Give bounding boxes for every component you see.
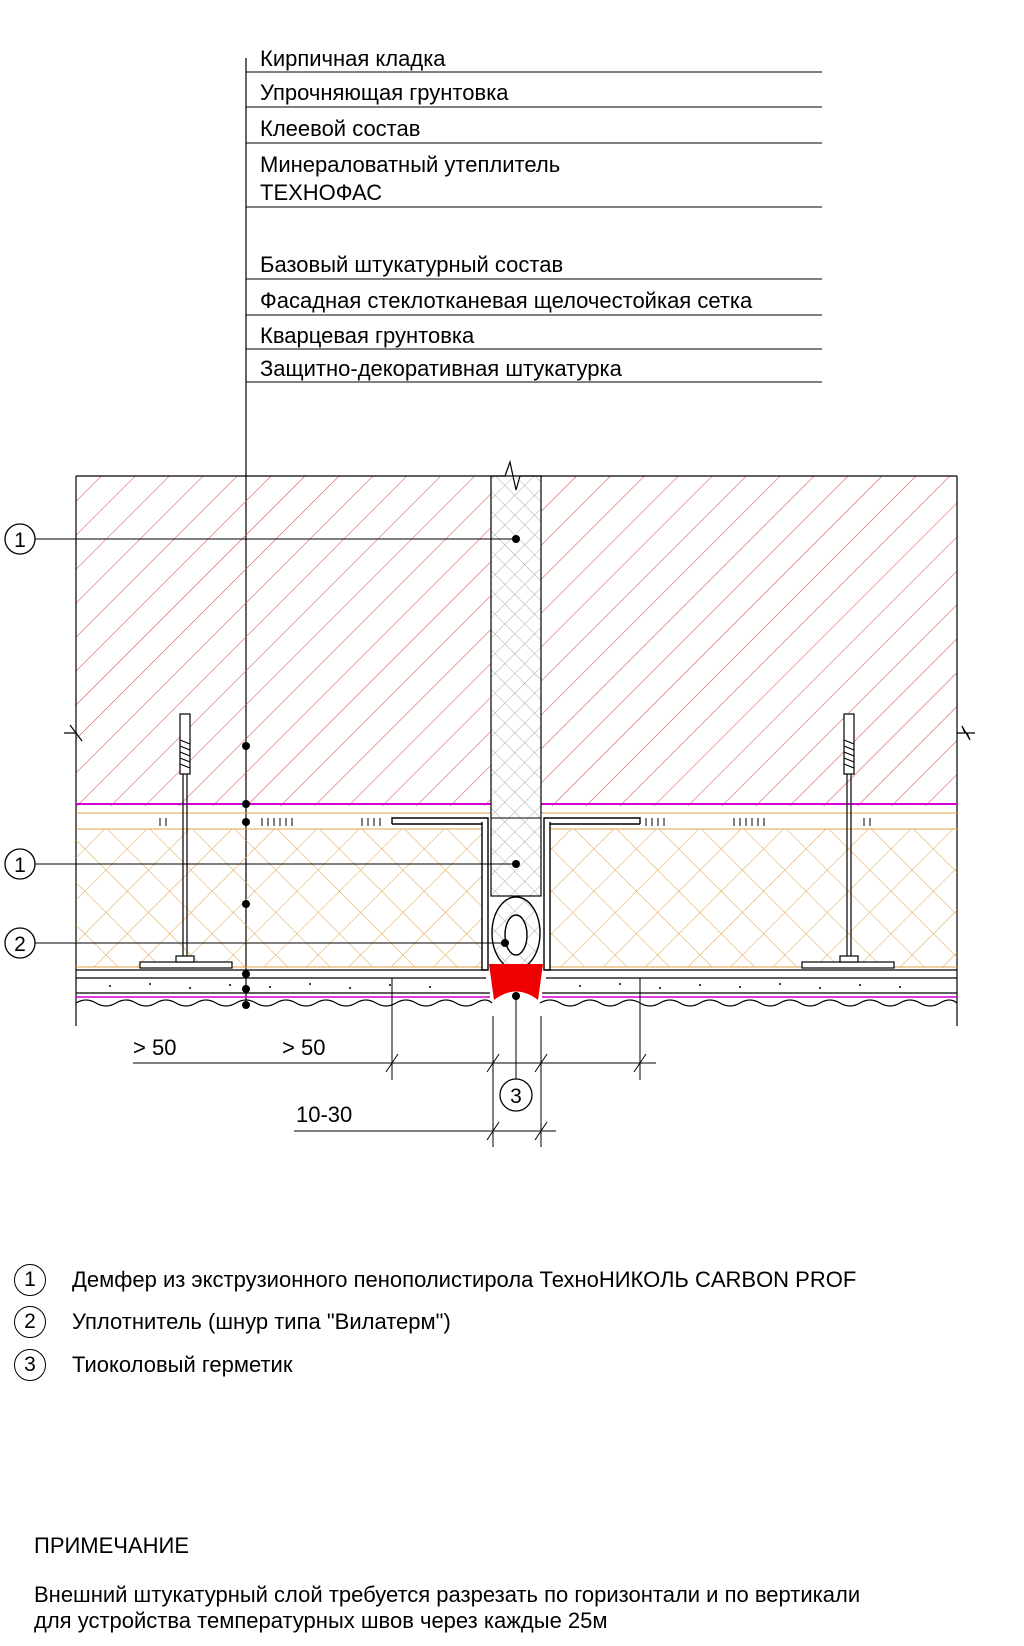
thiokol-sealant bbox=[489, 964, 543, 1000]
layer-label-technofas: ТЕХНОФАС bbox=[260, 180, 382, 205]
layer-underlines bbox=[246, 71, 822, 383]
callout-3 bbox=[499, 992, 533, 1112]
layer-label-mineral-wool: Минераловатный утеплитель bbox=[260, 152, 560, 177]
brick-masonry bbox=[75, 475, 958, 1026]
plaster-layers bbox=[75, 969, 958, 1007]
plaster-texture-dots bbox=[109, 983, 901, 989]
corner-profiles bbox=[391, 817, 641, 971]
dowel-left bbox=[139, 713, 233, 969]
layer-label-adhesive: Клеевой состав bbox=[260, 116, 420, 141]
layer-label-brick: Кирпичная кладка bbox=[260, 46, 446, 71]
dimension-left-b: > 50 bbox=[282, 1035, 325, 1060]
callout-num-3: 3 bbox=[510, 1085, 522, 1108]
dimension-lines bbox=[133, 978, 656, 1147]
layer-label-quartz-primer: Кварцевая грунтовка bbox=[260, 323, 475, 348]
callout-2 bbox=[4, 927, 509, 959]
dimension-left-a: > 50 bbox=[133, 1035, 176, 1060]
layer-leader-dots bbox=[242, 742, 250, 1009]
callout-num-2: 2 bbox=[14, 933, 26, 956]
adhesive-dabs bbox=[159, 818, 871, 826]
layer-label-base-plaster: Базовый штукатурный состав bbox=[260, 252, 563, 277]
callout-num-1b: 1 bbox=[14, 854, 26, 877]
callout-1-top bbox=[4, 523, 520, 555]
dimension-joint-width: 10-30 bbox=[296, 1102, 352, 1127]
layer-label-decorative-plaster: Защитно-декоративная штукатурка bbox=[260, 356, 623, 381]
sealing-cord bbox=[491, 896, 541, 970]
callout-num-1a: 1 bbox=[14, 529, 26, 552]
xps-damper bbox=[490, 475, 542, 897]
layer-label-mesh: Фасадная стеклотканевая щелочестойкая се… bbox=[260, 288, 753, 313]
layer-label-primer: Упрочняющая грунтовка bbox=[260, 80, 509, 105]
callout-1-bottom bbox=[4, 848, 520, 880]
mineral-wool-insulation bbox=[76, 829, 957, 968]
dowel-right bbox=[801, 713, 895, 969]
